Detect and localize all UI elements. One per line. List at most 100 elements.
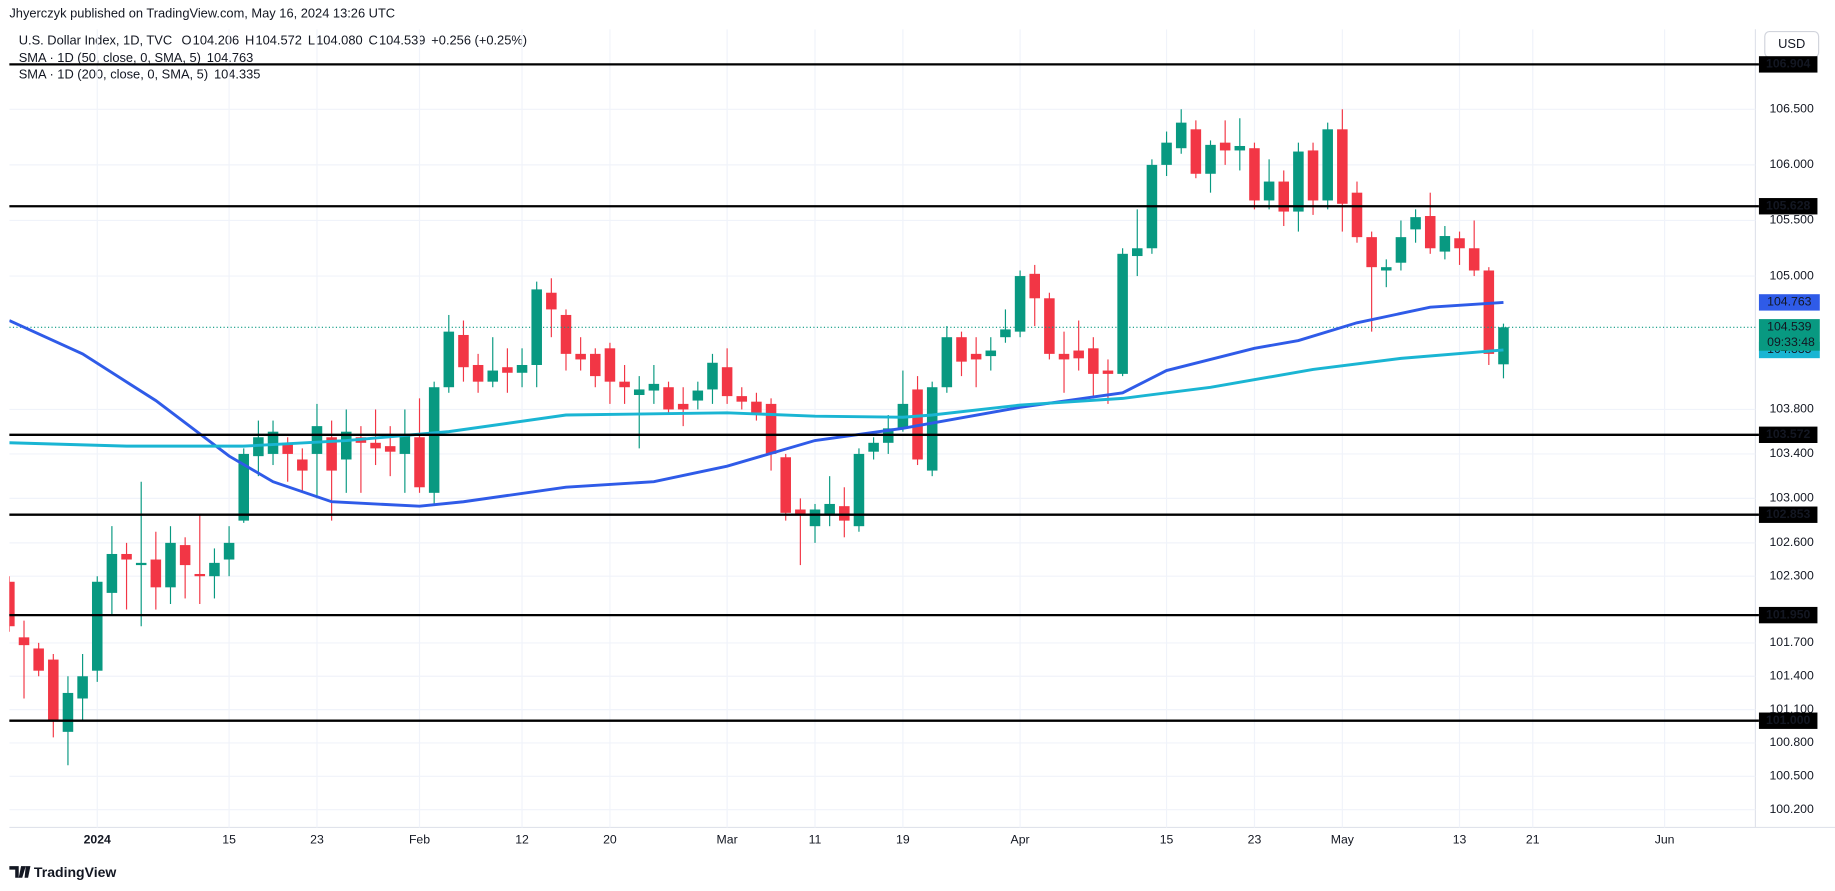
candle-body [18, 637, 30, 646]
ohlc-value: 104.206 [193, 32, 239, 47]
ohlc-key: H [245, 32, 254, 47]
candle-body [707, 362, 718, 390]
candle-body [1424, 216, 1436, 249]
candle-body [223, 542, 235, 560]
candle-body [736, 396, 748, 402]
candle-body [443, 331, 455, 388]
ohlc-value: 104.572 [255, 32, 301, 47]
candle-body [560, 314, 572, 354]
legend-value: 104.763 [207, 50, 253, 65]
candle-body [150, 559, 162, 588]
candle-body [516, 364, 528, 373]
currency[interactable]: USD [1778, 36, 1805, 51]
x-tick-label: May [1331, 833, 1355, 847]
sma-line [9, 300, 1504, 508]
x-tick-label: 19 [896, 833, 910, 847]
x-tick-label: 13 [1453, 833, 1467, 847]
candle-body [648, 383, 660, 391]
candle-body [238, 453, 249, 521]
candle-body [1029, 273, 1040, 299]
candle-body [77, 676, 88, 699]
candle-body [267, 431, 279, 454]
candle-body [941, 337, 953, 388]
y-tick-label: 102.300 [1769, 568, 1814, 582]
x-tick-label: Feb [409, 833, 430, 847]
level-tag [1758, 198, 1818, 215]
level-tag-label: 101.000 [1766, 713, 1811, 727]
y-tick-label: 103.800 [1769, 402, 1814, 416]
x-tick-label: 15 [222, 833, 236, 847]
candle-body [1000, 329, 1011, 338]
legend-entry: SMA · 1D (200, close, 0, SMA, 5) [19, 66, 208, 81]
candle-body [1410, 217, 1421, 230]
candle-body [824, 503, 835, 516]
x-tick-label: Jun [1655, 833, 1675, 847]
candle-body [194, 573, 206, 577]
change: +0.256 (+0.25%) [431, 32, 527, 47]
candle-body [677, 403, 689, 410]
candle-body [985, 350, 997, 357]
candle-body [1439, 236, 1451, 252]
last-price-label: 104.539 [1767, 320, 1812, 334]
y-tick-label: 103.400 [1769, 446, 1814, 460]
candle-body [1205, 144, 1216, 174]
candle-body [1117, 253, 1128, 374]
brand: TradingView [34, 864, 116, 880]
x-tick-label: 11 [809, 833, 822, 847]
symbol: U.S. Dollar Index, 1D, TVC [19, 32, 172, 47]
candle-body [487, 370, 499, 382]
x-tick-label: 20 [603, 833, 617, 847]
legend-value: 104.335 [214, 66, 260, 81]
candle-body [62, 692, 74, 732]
candle-body [575, 353, 586, 360]
level-tag-label: 103.572 [1766, 427, 1811, 441]
y-tick-label: 101.400 [1769, 669, 1814, 683]
candle-body [839, 506, 850, 521]
candle-body [502, 367, 513, 373]
x-tick-label: 2024 [84, 833, 111, 847]
candle-body [1058, 353, 1070, 360]
candle-body [1088, 348, 1099, 374]
candle-body [428, 387, 440, 493]
x-tick-label: 15 [1160, 833, 1174, 847]
candle-body [9, 581, 15, 627]
candle-body [765, 403, 777, 454]
candle-body [926, 387, 938, 471]
candle-body [1483, 270, 1495, 354]
ohlc-value: 104.080 [316, 32, 362, 47]
brand-logo [9, 866, 31, 878]
candle-body [853, 453, 865, 527]
candle-body [590, 353, 601, 377]
candle-body [370, 442, 381, 449]
y-tick-label: 105.500 [1769, 213, 1814, 227]
candle-body [179, 545, 191, 566]
level-tag [1758, 506, 1818, 523]
candle-body [663, 387, 674, 410]
publisher: Jhyerczyk published on TradingView.com, … [9, 5, 395, 20]
candle-body [1234, 145, 1246, 151]
sma-tag [1758, 294, 1820, 311]
candle-body [1044, 298, 1055, 354]
x-tick-label: 23 [310, 833, 324, 847]
candle-body [1454, 238, 1465, 249]
candle-body [1395, 237, 1407, 263]
sma-line [9, 348, 1504, 448]
candle-body [1351, 192, 1363, 238]
candle-body [1322, 129, 1333, 201]
candle-body [414, 437, 425, 488]
candle-body [1468, 248, 1480, 271]
candle-body [795, 509, 806, 516]
x-tick-label: 21 [1526, 833, 1540, 847]
y-tick-label: 100.800 [1769, 735, 1814, 749]
candle-body [282, 442, 293, 454]
candle-body [91, 581, 103, 671]
candle-body [1498, 327, 1509, 365]
candle-body [1249, 148, 1260, 201]
ohlc-key: O [182, 32, 192, 47]
candle-body [1337, 129, 1348, 204]
candle-body [106, 553, 118, 593]
y-tick-label: 105.000 [1769, 268, 1814, 282]
candle-body [809, 509, 821, 527]
